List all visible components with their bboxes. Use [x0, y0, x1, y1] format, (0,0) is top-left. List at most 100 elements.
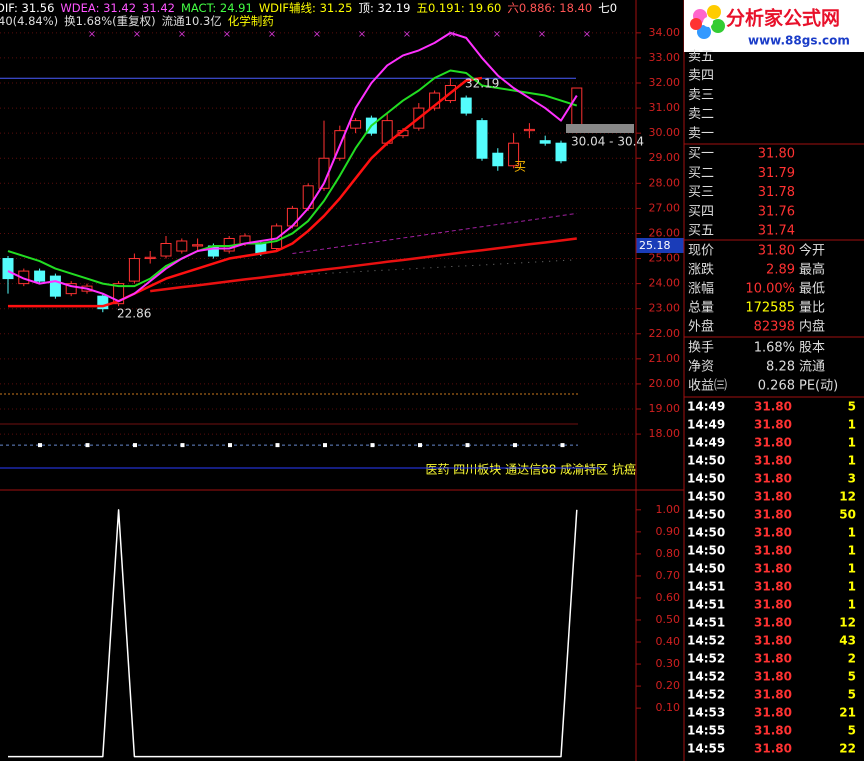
level-dot — [370, 443, 375, 448]
bid-label: 买二 — [688, 166, 714, 181]
quote-label: 现价 — [688, 244, 714, 259]
quote-label: 内盘 — [799, 319, 825, 335]
y-tick-label: 23.00 — [649, 302, 681, 315]
header-item: 六0.886: 18.40 — [507, 1, 593, 15]
candle-body — [555, 142, 567, 162]
ask-label: 卖四 — [688, 69, 714, 84]
indicator-line — [8, 76, 483, 308]
trade-price: 31.80 — [754, 652, 792, 666]
y-tick-label: 29.00 — [649, 151, 681, 164]
petal — [711, 19, 725, 33]
bid-price: 31.79 — [758, 166, 795, 181]
marker: × — [493, 29, 501, 40]
petal — [707, 5, 721, 19]
trade-price: 31.80 — [754, 472, 792, 486]
trade-price: 31.80 — [754, 508, 792, 522]
trade-time: 14:52 — [687, 670, 725, 684]
y-tick-label: 28.00 — [649, 176, 681, 189]
bid-label: 买五 — [688, 224, 714, 239]
y-tick-label: 34.00 — [649, 26, 681, 39]
header-item: DIF: 31.56 — [0, 1, 55, 15]
trade-price: 31.80 — [754, 706, 792, 720]
trade-volume: 1 — [848, 562, 856, 576]
trade-volume: 1 — [848, 418, 856, 432]
y-tick-label: 19.00 — [649, 402, 681, 415]
trade-price: 31.80 — [754, 526, 792, 540]
marker: × — [538, 29, 546, 40]
marker: × — [583, 29, 591, 40]
marker: × — [313, 29, 321, 40]
trade-volume: 5 — [848, 688, 856, 702]
trade-time: 14:49 — [687, 418, 725, 432]
trade-time: 14:51 — [687, 580, 725, 594]
quote-value: 82398 — [754, 320, 795, 335]
y-tick-label: 21.00 — [649, 352, 681, 365]
header-item: 31.42 — [142, 1, 175, 15]
y-tick-label: 0.50 — [656, 613, 681, 626]
y-tick-label: 0.90 — [656, 525, 681, 538]
trade-time: 14:52 — [687, 688, 725, 702]
low-label: 22.86 — [117, 307, 151, 321]
level-dot — [560, 443, 565, 448]
y-tick-label: 0.10 — [656, 701, 681, 714]
candle-body — [2, 258, 14, 280]
candle-body — [492, 152, 504, 167]
candle-body — [302, 185, 314, 209]
candle-body — [460, 97, 472, 114]
marker: × — [133, 29, 141, 40]
trade-time: 14:50 — [687, 454, 725, 468]
trade-volume: 1 — [848, 526, 856, 540]
trade-time: 14:52 — [687, 652, 725, 666]
indicator-line — [8, 509, 578, 758]
header-item: 40(4.84%) — [0, 14, 59, 28]
trade-price: 31.80 — [754, 544, 792, 558]
cursor-box — [636, 238, 684, 253]
indicator-line — [7, 69, 578, 288]
quote-label: PE(动) — [799, 379, 838, 394]
header-item: 化学制药 — [227, 14, 274, 28]
level-dot — [228, 443, 232, 448]
marker: × — [448, 29, 456, 40]
quote-label: 收益㈢ — [688, 379, 727, 394]
trade-volume: 50 — [839, 508, 856, 522]
trade-volume: 12 — [839, 490, 856, 504]
marker: × — [403, 29, 411, 40]
candle-body — [34, 270, 46, 282]
buy-signal: 买 — [514, 160, 526, 174]
header-item: 换1.68%(重复权) — [64, 14, 156, 28]
quote-label: 股本 — [799, 341, 825, 356]
candle-body — [523, 128, 535, 132]
header-item: 五0.191: 19.60 — [416, 1, 502, 15]
bid-price: 31.74 — [758, 224, 795, 239]
y-tick-label: 20.00 — [649, 377, 681, 390]
trade-time: 14:49 — [687, 436, 725, 450]
trade-price: 31.80 — [754, 598, 792, 612]
y-tick-label: 33.00 — [649, 51, 681, 64]
range-box — [566, 124, 634, 133]
y-tick-label: 32.00 — [649, 76, 681, 89]
trade-time: 14:50 — [687, 526, 725, 540]
concept-tags: 医药 四川板块 通达信88 成渝特区 抗癌 — [425, 462, 636, 477]
quote-label: 最高 — [799, 262, 825, 278]
trade-volume: 3 — [848, 472, 856, 486]
candle-body — [539, 140, 551, 144]
trade-time: 14:55 — [687, 724, 725, 738]
trade-volume: 5 — [848, 670, 856, 684]
y-tick-label: 26.00 — [649, 226, 681, 239]
trade-time: 14:51 — [687, 616, 725, 630]
y-tick-label: 0.20 — [656, 679, 681, 692]
candle-body — [350, 120, 362, 129]
level-dot — [38, 443, 42, 448]
quote-label: 总量 — [688, 301, 714, 316]
indicator-line — [292, 212, 577, 255]
marker: × — [268, 29, 276, 40]
marker: × — [223, 29, 231, 40]
trade-volume: 22 — [839, 742, 856, 756]
trade-volume: 5 — [848, 724, 856, 738]
trade-volume: 43 — [839, 634, 856, 648]
quote-label: 净资 — [688, 360, 714, 375]
quote-value: 8.28 — [766, 360, 795, 375]
y-tick-label: 30.00 — [649, 126, 681, 139]
